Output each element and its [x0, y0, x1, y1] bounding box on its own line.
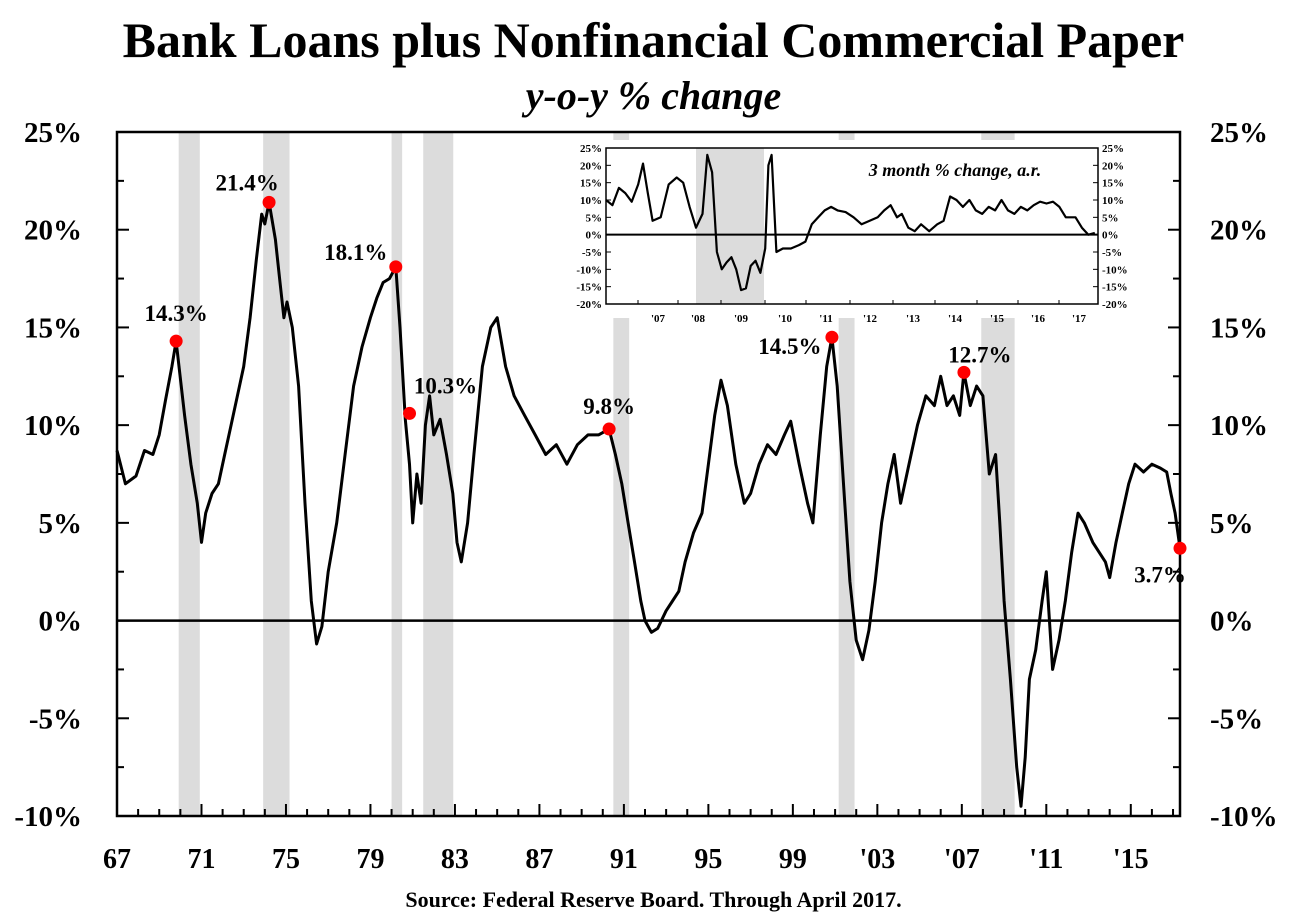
y-tick-label-left: -10%: [14, 801, 82, 833]
peak-marker: [1173, 541, 1187, 555]
chart-subtitle: y-o-y % change: [525, 73, 782, 118]
x-tick-label: 79: [356, 844, 384, 875]
inset-y-tick-label: -15%: [576, 282, 602, 294]
peak-label: 14.5%: [758, 334, 821, 359]
y-tick-label-right: -10%: [1210, 801, 1278, 833]
peak-marker: [389, 260, 403, 274]
y-tick-label-left: 10%: [24, 410, 82, 442]
x-tick-label: 99: [779, 844, 807, 875]
peak-label: 21.4%: [215, 170, 278, 195]
inset-y-tick-label: 20%: [1102, 160, 1124, 172]
inset-x-tick-label: '13: [906, 313, 921, 325]
main-axis-labels: -10% -10% -5% -5% 0% 0% 5% 5% 10% 10% 15% 15% 20% 20%…: [14, 117, 1277, 875]
inset-x-tick-label: '10: [778, 313, 793, 325]
y-tick-label-right: 0%: [1210, 606, 1254, 638]
y-tick-label-right: -5%: [1210, 703, 1263, 735]
inset-series-line: [605, 153, 1096, 292]
y-tick-label-left: -5%: [29, 703, 82, 735]
inset-y-tick-label: 10%: [580, 195, 602, 207]
main-series-line: [115, 200, 1182, 808]
series-line: [115, 200, 1182, 808]
inset-y-tick-label: -10%: [576, 264, 602, 276]
inset-y-tick-label: -10%: [1102, 264, 1128, 276]
recession-band: [178, 132, 200, 816]
inset-y-tick-label: -20%: [576, 299, 602, 311]
main-plot-frame: [115, 130, 1182, 818]
inset-title: 3 month % change, a.r.: [868, 160, 1042, 180]
x-tick-label: '11: [1029, 844, 1063, 875]
peak-marker: [602, 422, 616, 436]
inset-x-tick-label: '14: [948, 313, 963, 325]
inset-y-tick-label: 15%: [1102, 178, 1124, 190]
peak-label: 12.7%: [948, 342, 1011, 367]
peak-label: 18.1%: [324, 240, 387, 265]
inset-y-tick-label: 0%: [1102, 230, 1119, 242]
x-tick-label: 75: [272, 844, 300, 875]
inset-y-tick-label: 20%: [580, 160, 602, 172]
inset-x-tick-label: '07: [651, 313, 666, 325]
inset-frame: [605, 147, 1099, 305]
y-tick-label-right: 5%: [1210, 508, 1254, 540]
inset-y-tick-label: 0%: [586, 230, 603, 242]
inset-y-tick-label: 25%: [1102, 143, 1124, 155]
main-peak-markers: 14.3% 21.4% 18.1% 10.3% 9.8% 14.5% 12.7% 3.7%: [145, 170, 1187, 587]
y-tick-label-right: 20%: [1210, 215, 1268, 247]
inset-recession-band: [696, 148, 764, 304]
inset-y-tick-label: -20%: [1102, 299, 1128, 311]
y-tick-label-left: 20%: [24, 215, 82, 247]
peak-marker: [403, 406, 417, 420]
peak-label: 9.8%: [583, 394, 635, 419]
x-tick-label: '03: [859, 844, 895, 875]
plot-frame: [115, 130, 1182, 818]
inset-y-tick-label: -15%: [1102, 282, 1128, 294]
inset-x-tick-label: '08: [691, 313, 706, 325]
y-tick-label-right: 10%: [1210, 410, 1268, 442]
recession-band: [263, 132, 290, 816]
x-tick-label: 91: [610, 844, 638, 875]
inset-x-tick-label: '11: [819, 313, 832, 325]
inset-x-tick-label: '16: [1031, 313, 1046, 325]
y-tick-label-left: 5%: [39, 508, 83, 540]
chart-title: Bank Loans plus Nonfinancial Commercial …: [122, 12, 1185, 68]
recession-band: [391, 132, 403, 816]
y-tick-label-left: 25%: [24, 117, 82, 149]
x-tick-label: 67: [103, 844, 131, 875]
y-tick-label-left: 0%: [39, 606, 83, 638]
x-tick-label: 83: [441, 844, 469, 875]
x-tick-label: 87: [525, 844, 553, 875]
inset-x-tick-label: '15: [990, 313, 1005, 325]
inset-chart: -20% -20% -15% -15% -10% -10% -5% -5% 0% 0% 5% 5% 10…: [568, 140, 1140, 325]
inset-y-tick-label: 10%: [1102, 195, 1124, 207]
peak-label: 3.7%: [1134, 562, 1186, 587]
inset-x-tick-label: '12: [863, 313, 878, 325]
inset-y-tick-label: 25%: [580, 143, 602, 155]
y-tick-label-right: 25%: [1210, 117, 1268, 149]
peak-marker: [825, 330, 839, 344]
inset-y-tick-label: -5%: [1102, 247, 1122, 259]
y-tick-label-right: 15%: [1210, 312, 1268, 344]
x-tick-label: 71: [187, 844, 215, 875]
inset-y-tick-label: 15%: [580, 178, 602, 190]
inset-background: [568, 140, 1140, 318]
y-tick-label-left: 15%: [24, 312, 82, 344]
peak-label: 10.3%: [414, 373, 477, 398]
inset-y-tick-label: 5%: [1102, 212, 1119, 224]
x-tick-label: '15: [1113, 844, 1149, 875]
peak-label: 14.3%: [145, 301, 208, 326]
peak-marker: [957, 365, 971, 379]
x-tick-label: 95: [694, 844, 722, 875]
inset-y-tick-label: 5%: [586, 212, 603, 224]
peak-marker: [262, 195, 276, 209]
peak-marker: [169, 334, 183, 348]
inset-x-tick-label: '17: [1072, 313, 1087, 325]
source-note: Source: Federal Reserve Board. Through A…: [405, 887, 902, 912]
x-tick-label: '07: [944, 844, 980, 875]
inset-y-tick-label: -5%: [582, 247, 602, 259]
inset-x-tick-label: '09: [734, 313, 749, 325]
